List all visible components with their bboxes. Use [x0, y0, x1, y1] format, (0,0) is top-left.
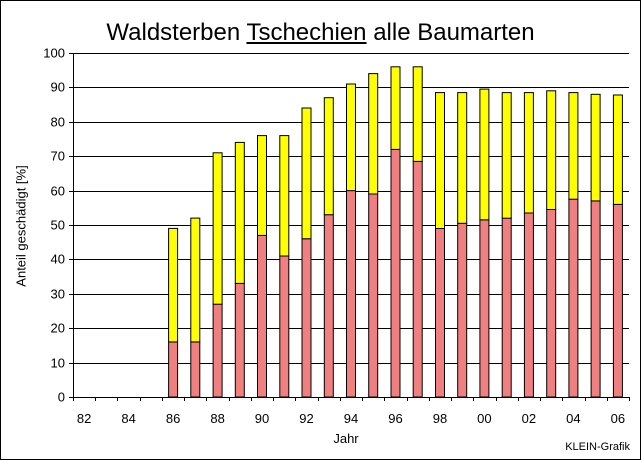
bar-segment-lower: [457, 222, 468, 398]
bar-segment-upper: [590, 93, 601, 202]
bar-segment-lower: [234, 283, 245, 398]
x-tick-label: 96: [388, 411, 402, 426]
bar-segment-lower: [368, 193, 379, 398]
y-tick-label: 90: [51, 80, 65, 95]
x-tick-label: 82: [77, 411, 91, 426]
x-tick-label: 02: [522, 411, 536, 426]
x-tick-label: 92: [299, 411, 313, 426]
y-tick-label: 0: [58, 390, 65, 405]
bar-segment-upper: [234, 141, 245, 284]
x-axis-label: Jahr: [333, 431, 359, 446]
bar-segment-upper: [501, 92, 512, 219]
y-tick-label: 10: [51, 356, 65, 371]
bar-segment-upper: [612, 94, 623, 205]
x-tick-label: 06: [611, 411, 625, 426]
bar-segment-upper: [212, 152, 223, 305]
bar-segment-upper: [323, 97, 334, 216]
bar-segment-upper: [257, 135, 267, 236]
bar-segment-upper: [190, 217, 201, 343]
bar-segment-lower: [346, 190, 356, 398]
bar-segment-lower: [568, 198, 579, 398]
bar-segment-lower: [257, 234, 267, 398]
source-credit: KLEIN-Grafik: [565, 441, 630, 453]
axes: [69, 53, 630, 401]
bar-segment-lower: [523, 212, 534, 398]
bar-segment-upper: [435, 92, 445, 229]
bar-segment-upper: [390, 66, 401, 150]
bar-segment-lower: [412, 160, 423, 398]
bar-segment-lower: [323, 214, 334, 398]
bar-segment-upper: [301, 107, 312, 240]
x-tick-label: 88: [210, 411, 224, 426]
x-tick-label: 94: [344, 411, 358, 426]
y-tick-label: 100: [43, 46, 65, 61]
x-tick-label: 00: [477, 411, 491, 426]
chart-title-part-3: alle Baumarten: [366, 19, 535, 46]
y-tick-labels: 0 10 20 30 40 50 60 70 80 90 100: [43, 46, 65, 405]
chart-title-country: Tschechien: [246, 19, 367, 46]
bar-segment-upper: [412, 66, 423, 162]
bar-segment-lower: [501, 217, 512, 398]
bar-segment-lower: [390, 148, 401, 398]
x-tick-label: 90: [255, 411, 269, 426]
bar-segment-lower: [301, 238, 312, 398]
x-tick-label: 04: [566, 411, 580, 426]
bar-segment-lower: [168, 341, 179, 398]
bar-segment-upper: [168, 227, 179, 343]
y-tick-label: 70: [51, 149, 65, 164]
bar-segment-upper: [523, 92, 534, 214]
chart-title: Waldsterben Tschechien alle Baumarten: [1, 19, 640, 47]
bar-segment-upper: [346, 83, 356, 192]
x-tick-label: 86: [166, 411, 180, 426]
bar-layer: [168, 66, 623, 398]
bar-segment-lower: [435, 227, 445, 398]
y-tick-label: 20: [51, 321, 65, 336]
y-tick-label: 50: [51, 218, 65, 233]
bar-segment-upper: [546, 90, 557, 210]
bar-segment-lower: [590, 200, 601, 398]
chart-title-part-1: Waldsterben: [106, 19, 247, 46]
bar-segment-lower: [546, 209, 557, 398]
bar-segment-lower: [612, 203, 623, 398]
y-tick-label: 80: [51, 115, 65, 130]
bar-segment-lower: [479, 219, 490, 398]
bar-segment-upper: [279, 135, 290, 257]
bar-segment-upper: [368, 73, 379, 195]
bar-segment-upper: [479, 88, 490, 221]
x-tick-label: 84: [121, 411, 135, 426]
bar-segment-upper: [568, 92, 579, 200]
y-axis-label: Anteil geschädigt [%]: [13, 165, 29, 287]
y-tick-label: 40: [51, 252, 65, 267]
bar-segment-lower: [279, 255, 290, 398]
x-tick-label: 98: [433, 411, 447, 426]
y-tick-label: 30: [51, 287, 65, 302]
bar-segment-lower: [190, 341, 201, 398]
bar-segment-lower: [212, 303, 223, 398]
y-tick-label: 60: [51, 184, 65, 199]
bar-segment-upper: [457, 92, 468, 224]
x-tick-labels: 82 84 86 88 90 92 94 96 98 00 02 04 06: [77, 411, 625, 426]
